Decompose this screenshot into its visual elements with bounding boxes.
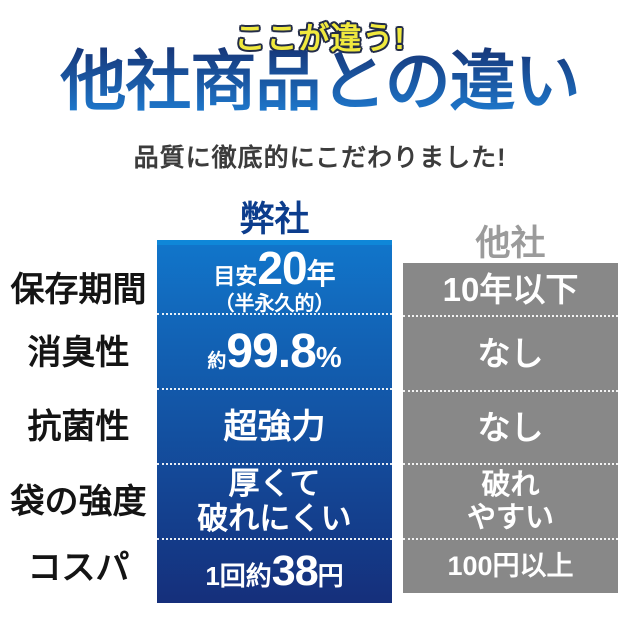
value-suffix: 年	[306, 258, 336, 291]
row-label-bag-strength: 袋の強度	[10, 483, 147, 521]
value-suffix: 円	[317, 561, 344, 591]
row-label-storage-period: 保存期間	[10, 271, 147, 309]
other-company-header: 他社	[475, 224, 546, 263]
their-bag-strength-line2: やすい	[466, 501, 554, 534]
their-cell-cost-performance: 100円以上	[403, 540, 618, 593]
subtitle: 品質に徹底的にこだわりました!	[133, 144, 507, 172]
deodorizing-value: 約 99.8%	[207, 324, 342, 378]
their-cell-antibacterial: なし	[403, 392, 618, 465]
our-cell-antibacterial: 超強力	[157, 390, 392, 465]
storage-period-note: （半永久的）	[214, 292, 335, 315]
row-label-deodorizing: 消臭性	[27, 334, 130, 372]
their-cell-storage-period: 10年以下	[403, 263, 618, 317]
row-label-antibacterial: 抗菌性	[27, 408, 130, 446]
value-number: 20	[257, 241, 307, 294]
our-company-column: 目安 20 年 （半永久的） 約 99.8% 超強力 厚くて 破れにくい 1回約 38 円	[157, 240, 392, 603]
their-bag-strength-line1: 破れ	[481, 469, 540, 502]
value-suffix: %	[315, 341, 342, 374]
our-cell-cost-performance: 1回約 38 円	[157, 540, 392, 603]
value-number: 99.8	[226, 324, 316, 378]
value-number: 38	[271, 547, 319, 595]
value-prefix: 目安	[213, 263, 258, 289]
their-cost-performance-value: 100円以上	[447, 551, 574, 581]
our-cell-bag-strength: 厚くて 破れにくい	[157, 465, 392, 540]
our-company-header: 弊社	[239, 200, 310, 239]
their-cell-bag-strength: 破れ やすい	[403, 465, 618, 540]
storage-period-value: 目安 20 年	[213, 245, 335, 291]
our-column-top-highlight	[157, 240, 392, 245]
value-prefix: 1回約	[205, 561, 272, 591]
row-label-cost-performance: コスパ	[27, 549, 130, 587]
our-cell-deodorizing: 約 99.8%	[157, 315, 392, 390]
their-antibacterial-value: なし	[477, 409, 544, 446]
bag-strength-line1: 厚くて	[228, 465, 321, 501]
their-deodorizing-value: なし	[477, 335, 544, 372]
other-company-column: 10年以下 なし なし 破れ やすい 100円以上	[403, 263, 618, 593]
bag-strength-line2: 破れにくい	[197, 500, 352, 536]
our-cell-storage-period: 目安 20 年 （半永久的）	[157, 245, 392, 315]
value-prefix: 約	[207, 350, 227, 372]
their-cell-deodorizing: なし	[403, 317, 618, 392]
antibacterial-value: 超強力	[223, 407, 326, 446]
page-title: 他社商品との違い	[0, 44, 640, 120]
cost-performance-value: 1回約 38 円	[205, 550, 343, 593]
badge-text: ここが違う!	[234, 21, 406, 56]
their-storage-period-value: 10年以下	[442, 270, 579, 308]
